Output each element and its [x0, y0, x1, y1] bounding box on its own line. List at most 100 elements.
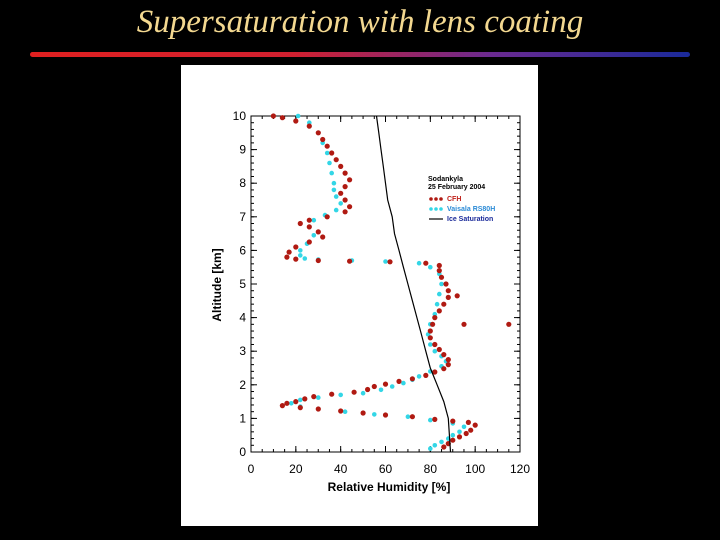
data-point	[432, 341, 438, 348]
data-point	[454, 293, 460, 299]
data-point	[409, 376, 415, 382]
data-point	[432, 416, 438, 422]
data-point	[306, 217, 312, 223]
x-tick-label: 80	[424, 462, 438, 476]
data-point	[297, 220, 303, 227]
data-point	[338, 163, 344, 169]
data-point	[293, 399, 299, 405]
data-point	[432, 348, 438, 354]
data-point	[432, 443, 438, 448]
legend-label: Vaisala RS80H	[447, 206, 495, 213]
data-point	[428, 417, 433, 423]
data-point	[401, 380, 406, 386]
data-point	[445, 288, 451, 294]
data-point	[416, 260, 422, 266]
data-point	[279, 115, 285, 121]
data-point	[333, 207, 339, 213]
data-point	[372, 412, 377, 417]
legend-label: Ice Saturation	[447, 216, 493, 223]
data-point	[378, 387, 384, 393]
data-point	[342, 209, 348, 215]
data-point	[450, 437, 456, 443]
data-point	[306, 123, 312, 129]
y-tick-label: 6	[239, 243, 246, 257]
data-point	[463, 430, 469, 437]
data-point	[423, 372, 429, 378]
legend-swatch-dot	[439, 207, 443, 211]
annotation-location: Sodankyla	[428, 176, 463, 183]
data-point	[320, 136, 326, 143]
data-point	[315, 406, 321, 412]
data-point	[333, 157, 339, 163]
data-point	[324, 214, 330, 220]
data-point	[316, 395, 321, 400]
data-point	[436, 262, 442, 269]
data-point	[445, 294, 451, 300]
data-point	[450, 418, 456, 424]
y-tick-label: 10	[233, 109, 247, 123]
data-point	[342, 170, 348, 176]
legend: CFH Vaisala RS80H Ice Saturation	[429, 196, 495, 223]
x-tick-label: 60	[379, 462, 393, 476]
data-point	[445, 357, 451, 363]
data-point	[416, 374, 422, 379]
data-point	[311, 217, 317, 223]
y-axis-title: Altitude [km]	[210, 248, 224, 321]
x-tick-label: 120	[510, 462, 530, 476]
data-point	[506, 321, 512, 327]
legend-swatch-dot	[429, 197, 433, 201]
y-tick-label: 8	[239, 176, 246, 190]
data-point	[298, 248, 303, 253]
data-point	[441, 301, 447, 307]
data-point	[428, 342, 433, 347]
data-point	[298, 397, 303, 403]
data-point	[320, 234, 326, 240]
data-point	[298, 253, 303, 258]
data-point	[457, 429, 462, 435]
title-divider	[30, 52, 690, 57]
annotation-date: 25 February 2004	[428, 184, 485, 191]
data-point	[315, 229, 321, 235]
data-point	[436, 268, 442, 274]
data-point	[347, 258, 353, 264]
legend-swatch-dot	[429, 207, 433, 211]
data-point	[441, 352, 447, 358]
data-point	[306, 239, 312, 245]
data-point	[465, 419, 471, 425]
rh-altitude-chart: 0 20 40 60 80 100 120 0 1 2 3 4 5 6 7 8 9 10 Relative Hum…	[210, 109, 530, 494]
y-tick-label: 1	[239, 411, 246, 425]
data-point	[342, 197, 348, 203]
data-point	[443, 281, 449, 287]
data-point	[428, 264, 433, 270]
data-point	[383, 259, 388, 264]
data-point	[441, 444, 447, 450]
data-point	[423, 260, 429, 266]
data-point	[382, 412, 389, 418]
data-point	[389, 384, 395, 389]
data-point	[432, 369, 438, 375]
data-point	[284, 254, 290, 260]
data-point	[360, 410, 366, 416]
data-point	[439, 439, 444, 445]
data-point	[270, 113, 276, 119]
data-point	[286, 249, 292, 255]
data-point	[338, 392, 343, 398]
series-cfh	[270, 113, 512, 450]
data-point	[456, 434, 463, 440]
data-point	[427, 328, 433, 334]
data-point	[371, 383, 377, 390]
legend-swatch-dot	[434, 207, 438, 211]
data-point	[311, 233, 317, 238]
y-tick-label: 7	[239, 210, 246, 224]
data-point	[342, 184, 348, 190]
data-point	[302, 396, 308, 402]
data-point	[396, 378, 402, 384]
data-point	[461, 321, 467, 327]
data-point	[441, 366, 447, 372]
y-tick-label: 2	[239, 378, 246, 392]
data-point	[329, 391, 335, 397]
data-point	[315, 130, 321, 136]
data-point	[461, 424, 467, 430]
data-point	[302, 256, 308, 261]
data-point	[434, 301, 440, 307]
